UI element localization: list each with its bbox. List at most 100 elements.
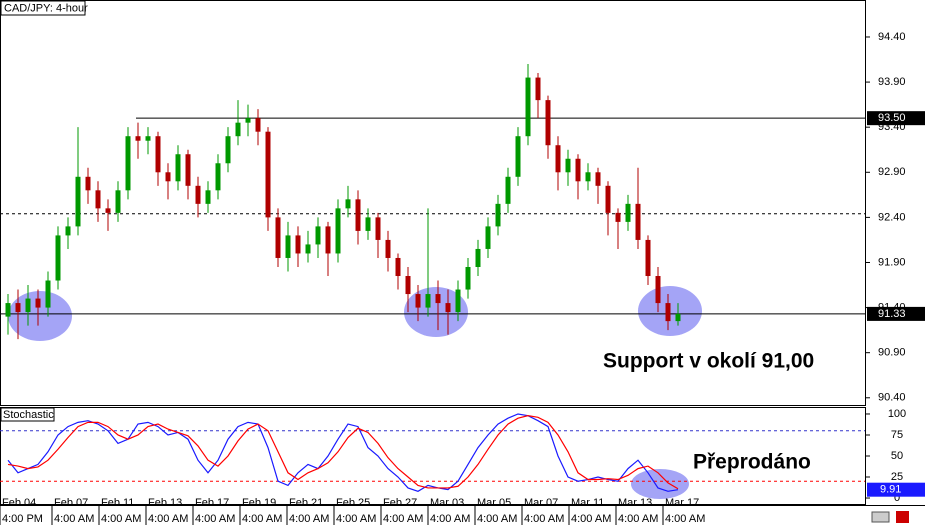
level-label: 93.50 xyxy=(878,112,906,124)
x-tick-time: 4:00 AM xyxy=(336,513,376,525)
y-tick-label: 75 xyxy=(891,429,903,441)
x-tick-label: Mar 11 xyxy=(571,497,604,509)
x-tick-time: 4:00 AM xyxy=(618,513,658,525)
y-tick-label: 92.90 xyxy=(878,166,906,178)
x-tick-time: 4:00 AM xyxy=(148,513,188,525)
level-label: 91.33 xyxy=(878,308,906,320)
y-tick-label: 91.90 xyxy=(878,256,906,268)
price-panel xyxy=(0,0,866,406)
candle-body xyxy=(645,239,651,277)
x-tick-time: 4:00 AM xyxy=(54,513,94,525)
candle-body xyxy=(505,176,511,204)
value-label: 9.91 xyxy=(880,484,901,496)
chart-title: CAD/JPY: 4-hour xyxy=(4,2,88,14)
candle-body xyxy=(595,172,601,186)
candle-body xyxy=(325,226,331,254)
y-tick-label: 100 xyxy=(888,408,906,420)
candle-body xyxy=(215,163,221,191)
y-tick-label: 25 xyxy=(891,471,903,483)
highlight xyxy=(8,291,72,341)
candle-body xyxy=(565,158,571,173)
candle-body xyxy=(85,176,91,191)
candle-body xyxy=(615,212,621,222)
candle-body xyxy=(605,185,611,213)
x-tick-label: Feb 25 xyxy=(336,497,370,509)
candle-body xyxy=(295,235,301,254)
candle-body xyxy=(65,226,71,236)
indicator-title: Stochastic xyxy=(3,409,54,421)
candle-body xyxy=(105,208,111,213)
candle-body xyxy=(625,203,631,222)
candle-body xyxy=(275,217,281,258)
title-box xyxy=(0,0,86,16)
candle-body xyxy=(135,136,141,141)
candle-body xyxy=(265,131,271,218)
candle-body xyxy=(255,118,261,132)
candle-body xyxy=(555,145,561,173)
y-tick-label: 50 xyxy=(891,450,903,462)
candle-body xyxy=(205,190,211,204)
x-tick-label: Feb 17 xyxy=(195,497,229,509)
candle-body xyxy=(305,244,311,254)
candle-body xyxy=(525,77,531,137)
x-tick-time: 4:00 AM xyxy=(524,513,564,525)
scroll-button[interactable] xyxy=(871,511,890,523)
y-tick-label: 90.40 xyxy=(878,392,906,404)
x-tick-time: 4:00 AM xyxy=(289,513,329,525)
shift-button[interactable] xyxy=(896,511,909,523)
x-tick-label: Feb 27 xyxy=(383,497,417,509)
candle-body xyxy=(245,118,251,123)
candle-body xyxy=(385,239,391,258)
candle-body xyxy=(485,226,491,249)
x-tick-label: Mar 17 xyxy=(665,497,699,509)
candle-body xyxy=(5,303,11,317)
candle-body xyxy=(535,77,541,101)
x-tick-time: 4:00 PM xyxy=(2,513,43,525)
level-label-box xyxy=(867,111,925,126)
candle-body xyxy=(395,257,401,277)
candle-body xyxy=(55,235,61,281)
x-tick-label: Mar 07 xyxy=(524,497,558,509)
candle-body xyxy=(435,294,441,304)
highlight xyxy=(631,469,689,499)
stochastic-line xyxy=(7,415,679,490)
x-tick-label: Feb 11 xyxy=(101,497,134,509)
candle-body xyxy=(75,176,81,227)
y-tick-label: 94.40 xyxy=(878,31,906,43)
candle-body xyxy=(335,208,341,254)
annotation: Přeprodáno xyxy=(693,451,811,474)
candle-body xyxy=(675,313,681,322)
indicator-title-box xyxy=(0,407,55,422)
candle-body xyxy=(155,136,161,173)
candle-body xyxy=(95,190,101,209)
candle-body xyxy=(15,303,21,313)
x-tick-time: 4:00 AM xyxy=(383,513,423,525)
candle-body xyxy=(165,172,171,182)
candle-body xyxy=(45,280,51,308)
candle-body xyxy=(225,136,231,164)
candle-body xyxy=(475,248,481,267)
y-tick-label: 93.90 xyxy=(878,76,906,88)
x-tick-label: Feb 13 xyxy=(148,497,182,509)
x-tick-label: Feb 07 xyxy=(54,497,88,509)
marks xyxy=(0,64,865,499)
candle-body xyxy=(195,185,201,204)
y-tick-label: 92.40 xyxy=(878,211,906,223)
x-tick-label: Feb 21 xyxy=(289,497,323,509)
y-tick-label: 0 xyxy=(894,492,900,504)
y-tick-label: 93.40 xyxy=(878,121,906,133)
candle-body xyxy=(545,100,551,146)
x-tick-label: Mar 05 xyxy=(477,497,511,509)
candle-body xyxy=(635,203,641,240)
candle-body xyxy=(185,154,191,186)
candle-body xyxy=(515,136,521,177)
x-tick-time: 4:00 AM xyxy=(571,513,611,525)
x-tick-time: 4:00 AM xyxy=(430,513,470,525)
x-tick-time: 4:00 AM xyxy=(101,513,141,525)
x-tick-label: Feb 04 xyxy=(2,497,36,509)
x-tick-time: 4:00 AM xyxy=(477,513,517,525)
x-tick-time: 4:00 AM xyxy=(242,513,282,525)
level-label-box xyxy=(867,306,925,321)
candle-body xyxy=(415,294,421,308)
